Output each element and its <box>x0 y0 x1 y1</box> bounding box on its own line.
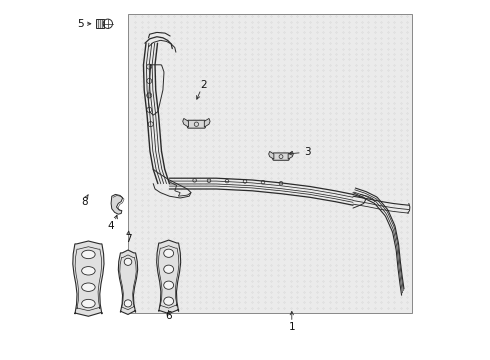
Text: 6: 6 <box>165 311 172 321</box>
Polygon shape <box>73 241 104 316</box>
Text: 8: 8 <box>81 197 88 207</box>
Ellipse shape <box>164 281 173 289</box>
FancyBboxPatch shape <box>273 153 289 160</box>
Ellipse shape <box>82 267 95 275</box>
Ellipse shape <box>124 300 132 307</box>
Text: 3: 3 <box>304 147 311 157</box>
Ellipse shape <box>164 297 173 305</box>
Bar <box>128 14 413 313</box>
Ellipse shape <box>82 300 95 308</box>
Text: 5: 5 <box>77 19 83 29</box>
Polygon shape <box>118 250 138 315</box>
Ellipse shape <box>124 258 132 265</box>
Polygon shape <box>111 194 122 214</box>
Text: 4: 4 <box>107 221 114 231</box>
Polygon shape <box>269 152 274 159</box>
Polygon shape <box>157 240 181 314</box>
FancyBboxPatch shape <box>187 120 205 128</box>
Ellipse shape <box>82 250 95 258</box>
Text: 1: 1 <box>289 322 295 332</box>
Bar <box>96 19 103 28</box>
Ellipse shape <box>82 283 95 291</box>
Polygon shape <box>183 118 189 127</box>
Ellipse shape <box>164 249 173 257</box>
Ellipse shape <box>164 265 173 273</box>
Polygon shape <box>204 118 210 127</box>
Polygon shape <box>288 152 294 159</box>
Text: 2: 2 <box>200 80 207 90</box>
Text: 7: 7 <box>124 234 131 244</box>
